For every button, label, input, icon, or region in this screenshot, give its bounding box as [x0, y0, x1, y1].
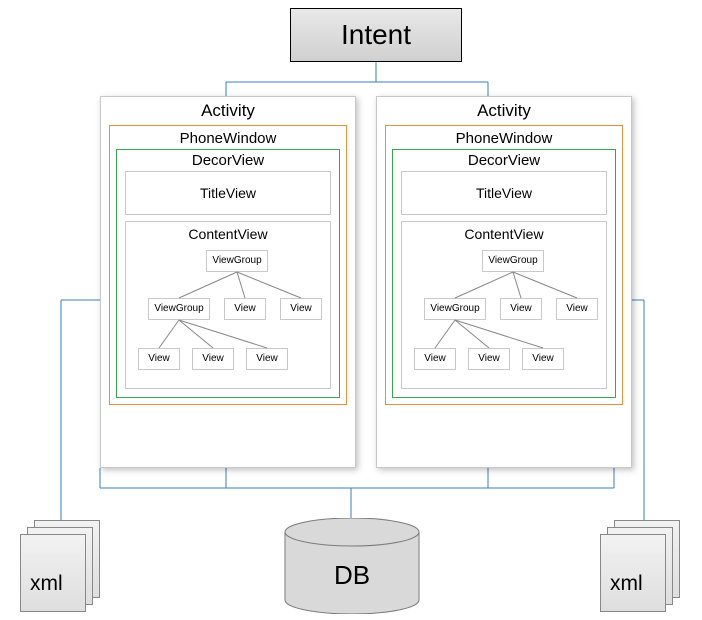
titleview-label: TitleView [476, 185, 532, 201]
phonewindow-box: PhoneWindow DecorView TitleView ContentV… [385, 125, 623, 405]
xml-label: xml [30, 572, 63, 596]
viewgroup-node: ViewGroup [482, 250, 544, 272]
activity-label: Activity [101, 101, 355, 121]
view-node: View [246, 348, 288, 370]
activity-box: Activity PhoneWindow DecorView TitleView… [376, 96, 632, 468]
xml-label: xml [610, 572, 643, 596]
decorview-box: DecorView TitleView ContentView ViewGrou… [392, 149, 616, 398]
activity-box: Activity PhoneWindow DecorView TitleView… [100, 96, 356, 468]
view-node: View [500, 298, 542, 320]
phonewindow-box: PhoneWindow DecorView TitleView ContentV… [109, 125, 347, 405]
view-node: View [556, 298, 598, 320]
titleview-box: TitleView [401, 171, 607, 215]
contentview-label: ContentView [126, 226, 330, 242]
viewgroup-node: ViewGroup [148, 298, 210, 320]
view-tree: ViewGroup ViewGroup View View View View View [126, 248, 330, 382]
decorview-box: DecorView TitleView ContentView ViewGrou… [116, 149, 340, 398]
decorview-label: DecorView [393, 152, 615, 169]
phonewindow-label: PhoneWindow [110, 130, 346, 147]
xml-files-icon: xml [600, 520, 686, 616]
intent-box: Intent [290, 8, 462, 62]
phonewindow-label: PhoneWindow [386, 130, 622, 147]
viewgroup-node: ViewGroup [206, 250, 268, 272]
titleview-box: TitleView [125, 171, 331, 215]
view-node: View [138, 348, 180, 370]
titleview-label: TitleView [200, 185, 256, 201]
view-node: View [522, 348, 564, 370]
view-node: View [414, 348, 456, 370]
view-tree: ViewGroup ViewGroup View View View View View [402, 248, 606, 382]
xml-files-icon: xml [20, 520, 106, 616]
intent-label: Intent [341, 19, 411, 50]
view-node: View [192, 348, 234, 370]
db-cylinder: DB [284, 518, 420, 614]
contentview-box: ContentView ViewGroupViewGroupViewViewVi… [401, 221, 607, 389]
activity-label: Activity [377, 101, 631, 121]
contentview-label: ContentView [402, 226, 606, 242]
db-label: DB [284, 560, 420, 591]
decorview-label: DecorView [117, 152, 339, 169]
view-node: View [468, 348, 510, 370]
viewgroup-node: ViewGroup [424, 298, 486, 320]
view-node: View [224, 298, 266, 320]
view-node: View [280, 298, 322, 320]
contentview-box: ContentView ViewGroupViewGroupViewViewVi… [125, 221, 331, 389]
